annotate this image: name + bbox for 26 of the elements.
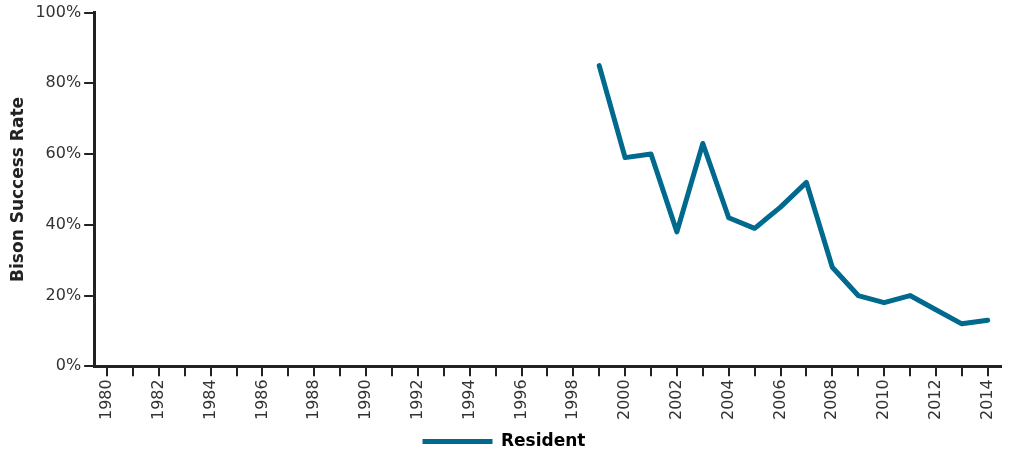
x-tick-label: 2014 — [976, 379, 996, 420]
x-tick-label: 1984 — [199, 379, 219, 420]
x-tick-label: 2012 — [925, 379, 945, 420]
y-tick-label: 20% — [45, 284, 82, 304]
x-tick-label: 2004 — [717, 379, 737, 420]
x-tick-label: 1994 — [458, 379, 478, 420]
x-tick-label: 2006 — [769, 379, 789, 420]
x-tick-label: 1992 — [407, 379, 427, 420]
x-tick-label: 1990 — [355, 379, 375, 420]
y-tick-label: 100% — [35, 1, 82, 21]
y-tick-label: 0% — [55, 355, 82, 375]
x-tick-label: 1980 — [96, 379, 116, 420]
x-tick-label: 2008 — [821, 379, 841, 420]
x-tick-label: 2010 — [873, 379, 893, 420]
y-tick-label: 40% — [45, 213, 82, 233]
x-tick-label: 2000 — [614, 379, 634, 420]
x-tick-label: 2002 — [666, 379, 686, 420]
x-tick-label: 1988 — [303, 379, 323, 420]
y-tick-label: 60% — [45, 143, 82, 163]
y-axis-title: Bison Success Rate — [6, 96, 27, 282]
legend-label: Resident — [501, 429, 586, 450]
x-tick-label: 1986 — [251, 379, 271, 420]
x-tick-label: 1998 — [562, 379, 582, 420]
x-tick-label: 1996 — [510, 379, 530, 420]
x-tick-label: 1982 — [148, 379, 168, 420]
y-tick-label: 80% — [45, 72, 82, 92]
